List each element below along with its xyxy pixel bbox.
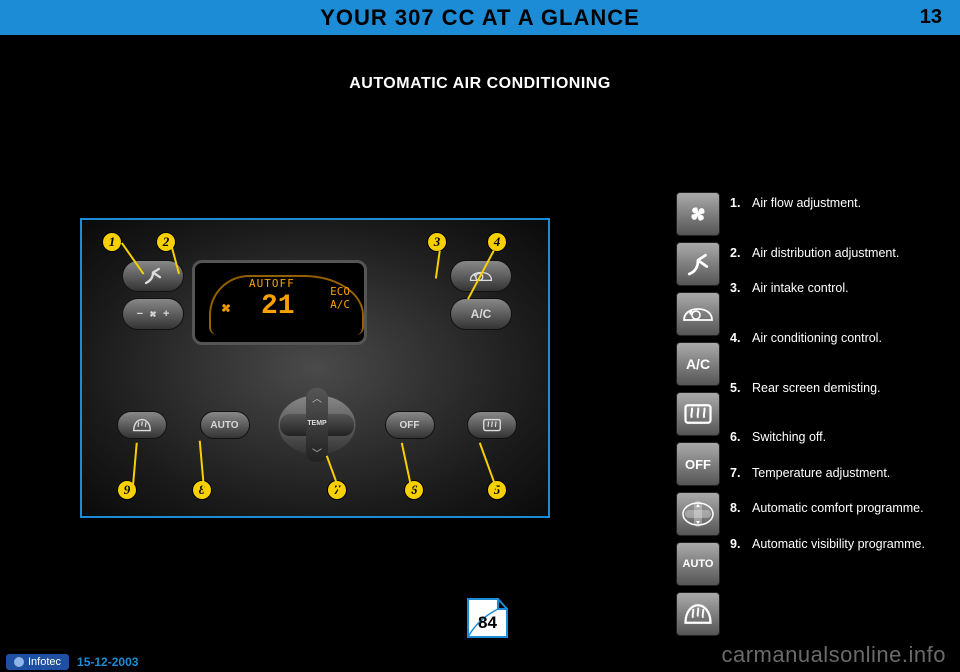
page-number: 13 bbox=[920, 6, 942, 29]
temp-dpad[interactable]: ︿ TEMP ﹀ bbox=[282, 390, 352, 460]
list-num: 7. bbox=[730, 466, 746, 482]
list-item: 8. Automatic comfort programme. bbox=[730, 501, 940, 517]
page-reference-number: 84 bbox=[460, 589, 515, 644]
list-num: 2. bbox=[730, 246, 746, 262]
callout-1: 1 bbox=[102, 232, 122, 252]
list-item: 5. Rear screen demisting. bbox=[730, 381, 940, 397]
fan-icon bbox=[145, 306, 161, 322]
ac-label: A/C bbox=[471, 307, 492, 321]
legend-off-icon: OFF bbox=[676, 442, 720, 486]
list-item: 1. Air flow adjustment. bbox=[730, 196, 940, 212]
list-item: 2. Air distribution adjustment. bbox=[730, 246, 940, 262]
list-text: Air conditioning control. bbox=[752, 331, 882, 347]
legend-list: 1. Air flow adjustment. 2. Air distributio… bbox=[730, 196, 940, 575]
list-item: 3. Air intake control. bbox=[730, 281, 940, 297]
callout-3: 3 bbox=[427, 232, 447, 252]
legend-auto-label: AUTO bbox=[683, 558, 714, 570]
callout-6: 6 bbox=[404, 480, 424, 500]
ac-button[interactable]: A/C bbox=[450, 298, 512, 330]
list-item: 9. Automatic visibility programme. bbox=[730, 537, 940, 553]
list-text: Air flow adjustment. bbox=[752, 196, 861, 212]
chevron-down-icon: ﹀ bbox=[282, 445, 352, 460]
list-num: 1. bbox=[730, 196, 746, 212]
display-temperature: 21 bbox=[261, 291, 295, 322]
footer-date: 15-12-2003 bbox=[77, 655, 138, 669]
list-text: Temperature adjustment. bbox=[752, 466, 890, 482]
legend-ac-label: A/C bbox=[686, 356, 710, 372]
legend-distribution-icon bbox=[676, 242, 720, 286]
rear-demist-icon bbox=[481, 417, 503, 433]
legend-fan-icon bbox=[676, 192, 720, 236]
off-label: OFF bbox=[400, 420, 420, 431]
list-text: Air distribution adjustment. bbox=[752, 246, 899, 262]
legend-auto-icon: AUTO bbox=[676, 542, 720, 586]
auto-button[interactable]: AUTO bbox=[200, 411, 250, 439]
list-text: Automatic visibility programme. bbox=[752, 537, 925, 553]
list-item: 4. Air conditioning control. bbox=[730, 331, 940, 347]
section-title: AUTOMATIC AIR CONDITIONING bbox=[0, 75, 960, 93]
air-distribution-button[interactable] bbox=[122, 260, 184, 292]
list-num: 5. bbox=[730, 381, 746, 397]
header-bar: YOUR 307 CC AT A GLANCE 13 bbox=[0, 0, 960, 35]
legend-temp-dpad-icon bbox=[676, 492, 720, 536]
climate-display: AUTOFF 21 ECO A/C bbox=[192, 260, 367, 345]
legend-ac-icon: A/C bbox=[676, 342, 720, 386]
display-ac: A/C bbox=[330, 298, 350, 311]
list-text: Air intake control. bbox=[752, 281, 849, 297]
list-item: 6. Switching off. bbox=[730, 430, 940, 446]
list-text: Switching off. bbox=[752, 430, 826, 446]
list-item: 7. Temperature adjustment. bbox=[730, 466, 940, 482]
legend-off-label: OFF bbox=[685, 457, 711, 472]
infotec-badge: Infotec bbox=[6, 654, 69, 670]
infotec-label: Infotec bbox=[28, 656, 61, 668]
legend-recirculation-icon bbox=[676, 292, 720, 336]
page-title: YOUR 307 CC AT A GLANCE bbox=[320, 5, 640, 31]
panel-top-row: − + AUTOFF 21 ECO A/C bbox=[122, 260, 512, 345]
auto-label: AUTO bbox=[210, 420, 238, 431]
display-fan-icon bbox=[215, 297, 237, 319]
fan-minus: − bbox=[137, 308, 143, 320]
rear-demist-button[interactable] bbox=[467, 411, 517, 439]
legend-rear-demist-icon bbox=[676, 392, 720, 436]
off-button[interactable]: OFF bbox=[385, 411, 435, 439]
watermark: carmanualsonline.info bbox=[721, 642, 946, 668]
chevron-up-icon: ︿ bbox=[282, 390, 352, 405]
fan-speed-button[interactable]: − + bbox=[122, 298, 184, 330]
callout-4: 4 bbox=[487, 232, 507, 252]
list-num: 3. bbox=[730, 281, 746, 297]
panel-bottom-row: AUTO ︿ TEMP ﹀ OFF bbox=[117, 390, 517, 460]
list-num: 4. bbox=[730, 331, 746, 347]
air-distribution-icon bbox=[139, 262, 167, 290]
legend-front-demist-icon bbox=[676, 592, 720, 636]
list-text: Rear screen demisting. bbox=[752, 381, 881, 397]
front-demist-icon bbox=[131, 416, 153, 434]
climate-panel: − + AUTOFF 21 ECO A/C bbox=[122, 260, 512, 470]
fan-plus: + bbox=[163, 308, 169, 320]
icon-legend-column: A/C OFF AUTO bbox=[676, 192, 720, 636]
page-reference-icon: 84 bbox=[460, 589, 515, 644]
list-num: 8. bbox=[730, 501, 746, 517]
display-eco-ac: ECO A/C bbox=[330, 285, 350, 311]
list-num: 6. bbox=[730, 430, 746, 446]
climate-panel-figure: − + AUTOFF 21 ECO A/C bbox=[80, 218, 550, 518]
temp-label: TEMP bbox=[282, 420, 352, 427]
list-text: Automatic comfort programme. bbox=[752, 501, 924, 517]
list-num: 9. bbox=[730, 537, 746, 553]
display-mode: AUTOFF bbox=[249, 277, 295, 290]
display-eco: ECO bbox=[330, 285, 350, 298]
callout-5: 5 bbox=[487, 480, 507, 500]
front-demist-button[interactable] bbox=[117, 411, 167, 439]
